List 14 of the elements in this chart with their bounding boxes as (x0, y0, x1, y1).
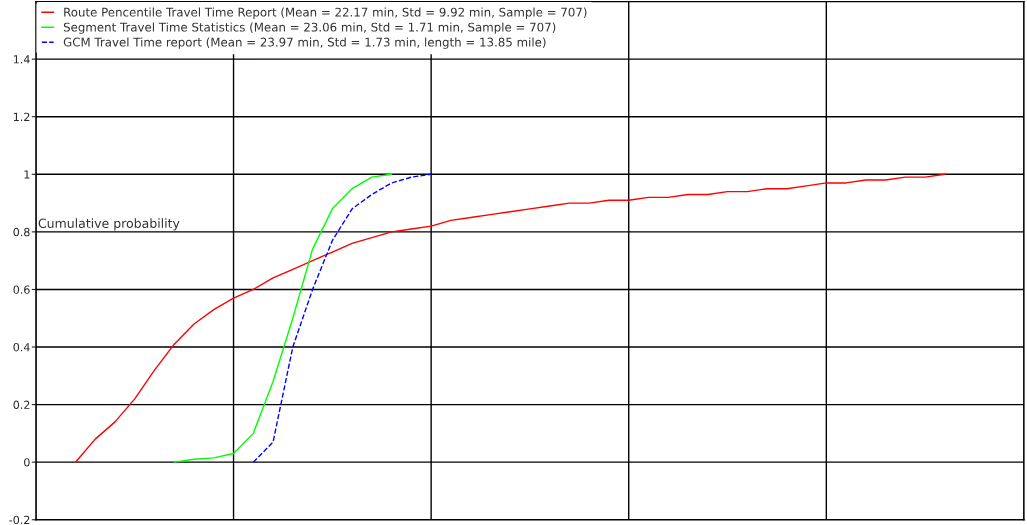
y-tick-label: 0.8 (13, 227, 30, 237)
y-tick-label: -0.2 (9, 515, 30, 525)
y-tick-label: 1.2 (13, 112, 30, 121)
line-series (252, 173, 432, 463)
legend-label: Segment Travel Time Statistics (Mean = 23.06 min, Std = 1.71 min, Sample = 707) (63, 22, 556, 34)
legend-label: GCM Travel Time report (Mean = 23.97 min, Std = 1.73 min, length = 13.85 mile) (63, 37, 546, 49)
y-tick-label: 0.4 (13, 343, 30, 352)
legend-label: Route Pencentile Travel Time Report (Mean = 22.17 min, Std = 9.92 min, Sample = 707) (64, 7, 587, 19)
y-tick-label: 0.6 (13, 285, 30, 294)
y-tick-label: 0 (24, 458, 30, 467)
y-axis-title: Cumulative probability (38, 218, 180, 231)
y-tick-label: 1 (24, 170, 30, 179)
y-tick-label: 0.2 (13, 400, 30, 409)
y-tick-label: 1.4 (13, 55, 30, 64)
